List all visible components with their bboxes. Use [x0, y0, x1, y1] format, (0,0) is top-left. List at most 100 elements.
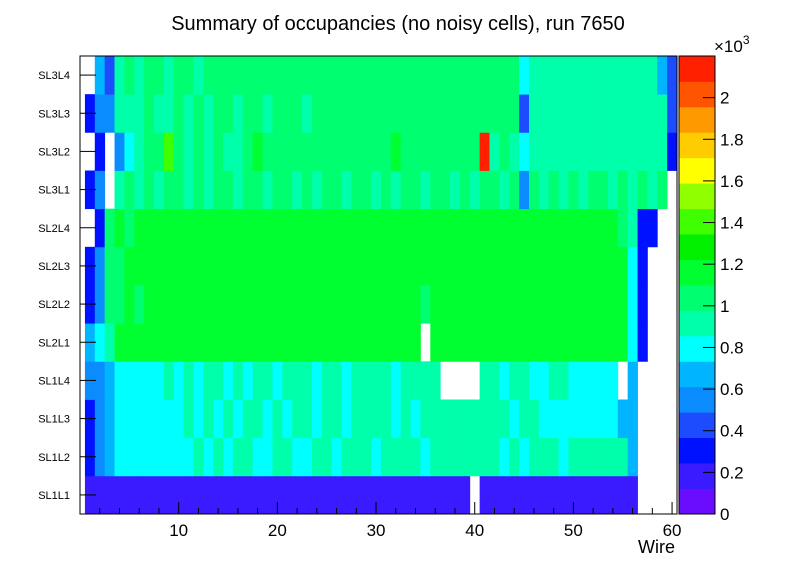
heatmap-cell — [538, 170, 550, 210]
heatmap-cell — [528, 132, 540, 171]
heatmap-cell — [183, 208, 194, 248]
heatmap-cell — [627, 132, 638, 171]
heatmap-cell — [193, 285, 204, 324]
color-scale-exponent-power: 3 — [743, 33, 750, 47]
heatmap-cell — [321, 56, 333, 95]
heatmap-cell — [371, 437, 382, 477]
heatmap-cell — [341, 475, 352, 515]
heatmap-cell — [311, 94, 323, 133]
heatmap-cell — [341, 170, 352, 210]
heatmap-cell — [588, 399, 599, 439]
heatmap-cell — [440, 437, 451, 477]
heatmap-cell — [459, 399, 471, 439]
heatmap-cell — [311, 170, 323, 210]
heatmap-cell — [390, 437, 402, 477]
heatmap-cell — [459, 56, 471, 95]
heatmap-cell — [94, 208, 106, 248]
heatmap-cell — [430, 246, 441, 286]
heatmap-cell — [538, 94, 550, 133]
heatmap-cell — [617, 170, 629, 210]
heatmap-cell — [272, 323, 283, 362]
heatmap-cell — [173, 399, 185, 439]
heatmap-cell — [371, 246, 382, 286]
heatmap-cell — [94, 94, 106, 133]
heatmap-cell — [607, 475, 619, 515]
heatmap-cell — [499, 94, 510, 133]
heatmap-cell — [667, 94, 678, 133]
heatmap-cell — [154, 361, 165, 400]
y-tick-label: SL1L3 — [38, 414, 70, 426]
heatmap-cell — [242, 437, 254, 477]
heatmap-cell — [380, 94, 392, 133]
heatmap-cell — [469, 285, 481, 324]
heatmap-cell — [548, 132, 559, 171]
heatmap-cell — [321, 285, 333, 324]
heatmap-cell — [627, 323, 638, 362]
heatmap-cell — [400, 361, 411, 400]
heatmap-cell — [232, 246, 244, 286]
heatmap-cell — [598, 285, 609, 324]
heatmap-cell — [282, 437, 293, 477]
heatmap-cell — [390, 170, 402, 210]
heatmap-cell — [331, 94, 342, 133]
heatmap-cell — [154, 437, 165, 477]
heatmap-cell — [94, 323, 106, 362]
heatmap-cell — [410, 475, 421, 515]
heatmap-cell — [124, 208, 135, 248]
heatmap-cell — [390, 399, 402, 439]
heatmap-cell — [203, 323, 214, 362]
heatmap-cell — [568, 170, 579, 210]
heatmap-cell — [607, 399, 619, 439]
heatmap-cell — [144, 56, 155, 95]
heatmap-cell — [607, 246, 619, 286]
heatmap-cell — [479, 475, 490, 515]
heatmap-cell — [509, 361, 520, 400]
heatmap-cell — [311, 323, 323, 362]
heatmap-cell — [430, 361, 441, 400]
heatmap-cell — [104, 361, 115, 400]
heatmap-cell — [400, 208, 411, 248]
heatmap-cell — [430, 94, 441, 133]
heatmap-cell — [252, 361, 263, 400]
heatmap-cell — [154, 94, 165, 133]
heatmap-cell — [440, 56, 451, 95]
heatmap-cell — [321, 361, 333, 400]
heatmap-cell — [578, 437, 589, 477]
heatmap-cell — [124, 132, 135, 171]
heatmap-cell — [578, 132, 589, 171]
heatmap-cell — [420, 132, 431, 171]
heatmap-cell — [410, 170, 421, 210]
heatmap-cell — [617, 208, 629, 248]
heatmap-cell — [509, 56, 520, 95]
heatmap-cell — [262, 132, 273, 171]
heatmap-cell — [469, 246, 481, 286]
heatmap-cell — [400, 56, 411, 95]
y-axis: SL1L1 SL1L2 SL1L3 SL1L4 SL2L1 SL2L2 SL2L3 SL2L4… — [38, 70, 96, 502]
heatmap-cell — [331, 323, 342, 362]
color-scale-segment — [679, 310, 715, 337]
heatmap-cell — [400, 94, 411, 133]
heatmap-cell — [588, 323, 599, 362]
color-scale-segment — [679, 106, 715, 133]
heatmap-cell — [252, 246, 263, 286]
heatmap-cell — [509, 132, 520, 171]
heatmap-cell — [637, 285, 648, 324]
plot-frame — [79, 55, 678, 515]
heatmap-cell — [371, 399, 382, 439]
heatmap-cell — [302, 56, 313, 95]
heatmap-cell — [538, 323, 550, 362]
y-tick-label: SL1L4 — [38, 375, 70, 387]
color-scale-segment — [679, 157, 715, 184]
heatmap-cell — [627, 285, 638, 324]
heatmap-cell — [331, 132, 342, 171]
heatmap-cell — [430, 323, 441, 362]
heatmap-cell — [489, 170, 500, 210]
heatmap-cell — [272, 399, 283, 439]
heatmap-cell — [104, 94, 115, 133]
heatmap-cell — [568, 208, 579, 248]
heatmap-cell — [479, 94, 490, 133]
color-scale-segment — [679, 56, 715, 82]
heatmap-cell — [420, 94, 431, 133]
heatmap-cell — [282, 246, 293, 286]
heatmap-cell — [183, 361, 194, 400]
